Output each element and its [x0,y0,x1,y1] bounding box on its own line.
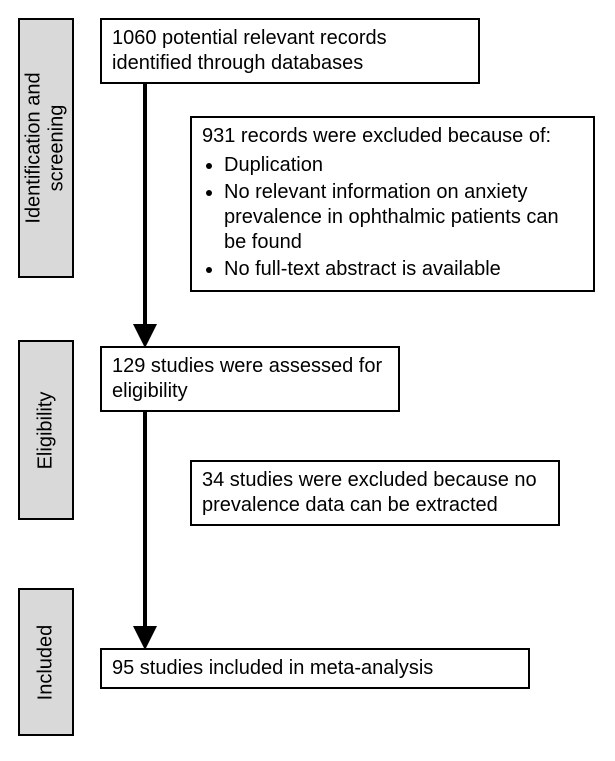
box-eligible-text: 129 studies were assessed for eligibilit… [112,355,382,402]
stage-included-text: Included [35,624,58,700]
stage-identification: Identification and screening [18,18,74,278]
bullet-item: No full-text abstract is available [224,257,583,282]
box-excluded-1-header: 931 records were excluded because of: [202,124,583,149]
box-eligible: 129 studies were assessed for eligibilit… [100,346,400,412]
stage-eligibility: Eligibility [18,340,74,520]
stage-eligibility-text: Eligibility [35,391,58,469]
box-excluded-1-bullets: Duplication No relevant information on a… [202,153,583,282]
box-final-text: 95 studies included in meta-analysis [112,657,433,679]
box-records: 1060 potential relevant records identifi… [100,18,480,84]
box-excluded-2: 34 studies were excluded because no prev… [190,460,560,526]
stage-included: Included [18,588,74,736]
bullet-item: No relevant information on anxiety preva… [224,180,583,255]
stage-identification-text: Identification and screening [23,72,69,223]
box-excluded-1: 931 records were excluded because of: Du… [190,116,595,292]
bullet-item: Duplication [224,153,583,178]
box-final: 95 studies included in meta-analysis [100,648,530,689]
box-records-text: 1060 potential relevant records identifi… [112,27,387,74]
box-excluded-2-text: 34 studies were excluded because no prev… [202,469,537,516]
